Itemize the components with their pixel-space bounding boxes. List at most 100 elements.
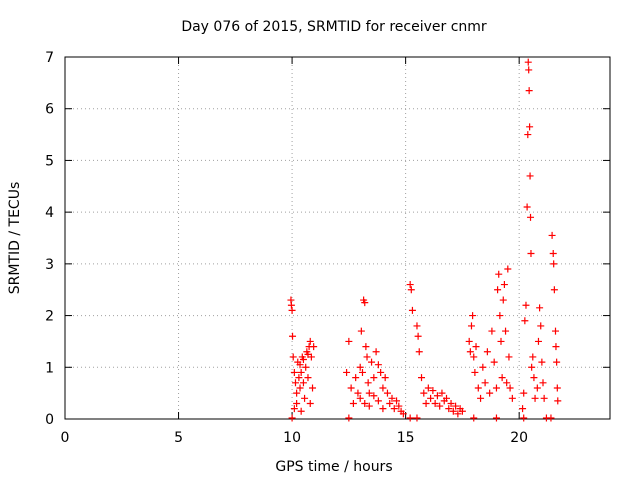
- y-tick-label: 1: [45, 360, 54, 376]
- data-point: [524, 58, 532, 66]
- data-point: [497, 337, 505, 345]
- data-point: [547, 414, 555, 422]
- data-point: [368, 358, 376, 366]
- data-point: [361, 399, 369, 407]
- data-point: [436, 402, 444, 410]
- data-point: [447, 399, 455, 407]
- data-point: [495, 270, 503, 278]
- data-point: [500, 281, 508, 289]
- data-point: [299, 379, 307, 387]
- x-tick-label: 20: [510, 430, 528, 446]
- data-point: [291, 379, 299, 387]
- chart-title: Day 076 of 2015, SRMTID for receiver cnm…: [181, 19, 487, 35]
- data-point: [552, 327, 559, 335]
- x-tick-label: 5: [174, 430, 183, 446]
- data-point: [527, 213, 535, 221]
- data-point: [520, 389, 528, 397]
- data-point: [553, 384, 561, 392]
- data-point: [523, 203, 531, 211]
- data-point: [379, 405, 387, 413]
- data-point: [406, 414, 414, 422]
- data-point: [395, 402, 403, 410]
- data-point: [504, 265, 512, 273]
- data-point: [521, 317, 529, 325]
- data-point: [287, 301, 295, 309]
- y-tick-label: 5: [45, 153, 54, 169]
- data-point: [458, 407, 466, 415]
- data-point: [525, 87, 533, 95]
- data-point: [503, 379, 511, 387]
- data-point: [358, 368, 366, 376]
- data-point: [443, 394, 450, 402]
- data-point: [465, 337, 473, 345]
- x-axis-label: GPS time / hours: [275, 459, 392, 475]
- data-point: [299, 356, 307, 364]
- data-point: [502, 327, 510, 335]
- data-point: [381, 374, 389, 382]
- data-point: [354, 389, 362, 397]
- data-point: [297, 368, 305, 376]
- data-point: [414, 332, 422, 340]
- data-point: [393, 397, 401, 405]
- data-point: [370, 374, 378, 382]
- data-point: [528, 363, 536, 371]
- data-point: [306, 399, 314, 407]
- data-point: [427, 394, 435, 402]
- y-tick-label: 2: [45, 309, 54, 325]
- data-point: [469, 312, 477, 320]
- data-point: [525, 66, 533, 74]
- data-point: [345, 414, 353, 422]
- data-point: [539, 379, 547, 387]
- data-point: [302, 363, 310, 371]
- x-tick-label: 0: [61, 430, 70, 446]
- data-point: [408, 306, 416, 314]
- data-point: [420, 389, 428, 397]
- x-tick-label: 10: [283, 430, 301, 446]
- data-point: [304, 350, 312, 358]
- data-point: [309, 384, 317, 392]
- data-point: [343, 368, 351, 376]
- data-point: [449, 407, 457, 415]
- data-point: [549, 250, 557, 258]
- x-tick-label: 15: [397, 430, 415, 446]
- data-point: [296, 384, 304, 392]
- data-point: [471, 368, 479, 376]
- y-tick-label: 0: [45, 412, 54, 428]
- data-point: [362, 343, 370, 351]
- data-point: [301, 394, 309, 402]
- data-point: [365, 389, 373, 397]
- data-point: [531, 394, 539, 402]
- data-point: [520, 414, 528, 422]
- data-points: [287, 58, 562, 422]
- data-point: [390, 405, 398, 413]
- data-point: [540, 394, 548, 402]
- data-point: [431, 399, 439, 407]
- data-point: [352, 374, 360, 382]
- data-point: [433, 392, 441, 400]
- data-point: [470, 353, 478, 361]
- data-point: [470, 414, 478, 422]
- data-point: [304, 374, 312, 382]
- data-point: [293, 389, 301, 397]
- data-point: [452, 402, 460, 410]
- data-point: [370, 392, 378, 400]
- data-point: [454, 410, 462, 418]
- data-point: [483, 348, 491, 356]
- y-tick-label: 7: [45, 50, 54, 66]
- data-point: [413, 414, 421, 422]
- data-point: [374, 397, 382, 405]
- data-point: [356, 394, 364, 402]
- data-point: [293, 399, 301, 407]
- data-point: [479, 363, 487, 371]
- y-tick-labels: 0 1 2 3 4 5 6 7: [45, 50, 54, 428]
- data-point: [295, 374, 303, 382]
- data-point: [522, 301, 530, 309]
- data-point: [357, 327, 365, 335]
- data-point: [364, 379, 372, 387]
- data-point: [424, 384, 432, 392]
- data-point: [297, 407, 305, 415]
- data-point: [530, 374, 538, 382]
- data-point: [290, 368, 298, 376]
- data-point: [383, 389, 391, 397]
